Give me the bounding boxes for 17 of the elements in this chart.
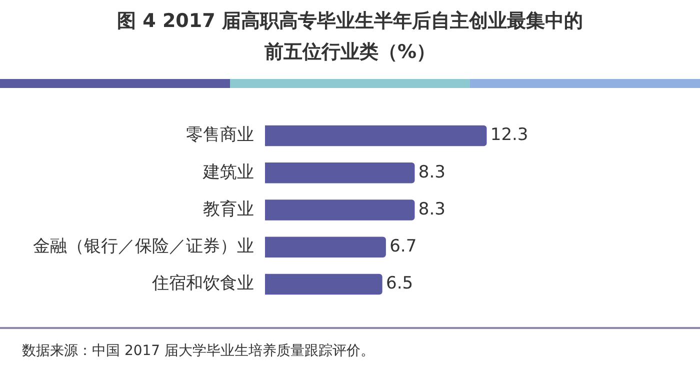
data-label: 12.3 <box>490 125 528 146</box>
y-tick-label: 金融（银行／保险／证券）业 <box>33 236 254 257</box>
y-tick-label: 建筑业 <box>202 162 254 182</box>
chart-title: 图 4 2017 届高职高专毕业生半年后自主创业最集中的前五位行业类（%） <box>116 9 584 65</box>
y-tick-label: 零售商业 <box>186 125 254 146</box>
bar <box>265 236 386 258</box>
data-label: 6.5 <box>386 274 414 294</box>
bar <box>265 162 415 184</box>
data-label: 6.7 <box>390 236 417 257</box>
data-label: 8.3 <box>418 199 446 220</box>
bar <box>265 274 382 295</box>
source-note: 数据来源：中国 2017 届大学毕业生培养质量跟踪评价。 <box>22 342 375 360</box>
data-label: 8.3 <box>418 162 446 182</box>
y-tick-label: 教育业 <box>203 199 254 220</box>
bar <box>265 125 487 146</box>
bar <box>265 200 415 220</box>
y-tick-label: 住宿和饮食业 <box>151 274 254 294</box>
